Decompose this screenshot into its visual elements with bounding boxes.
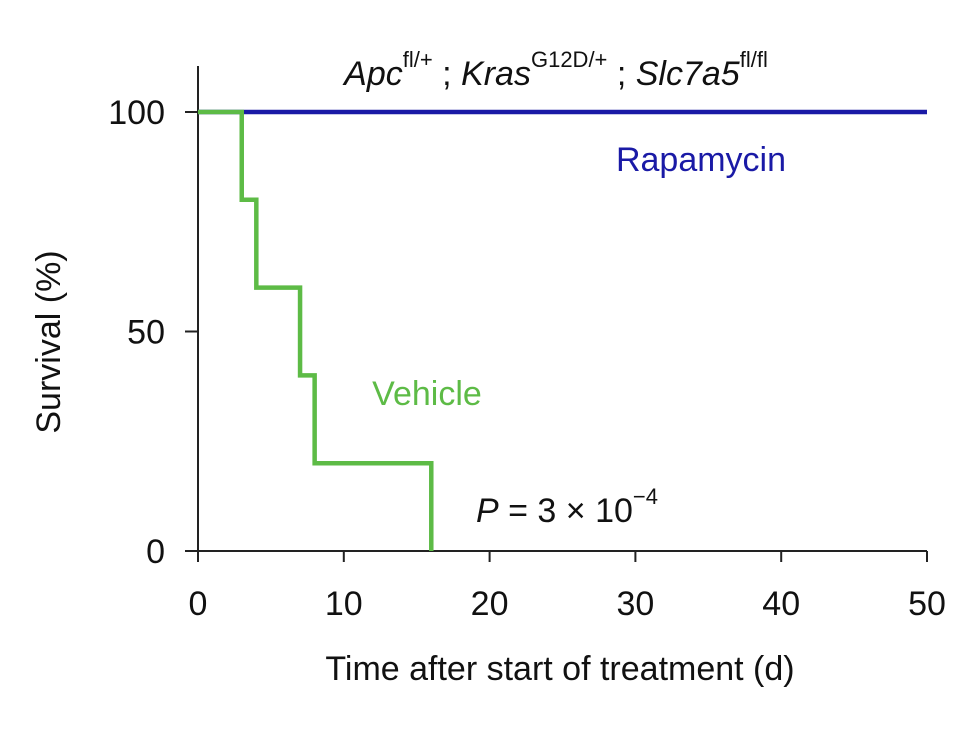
y-axis-ticks: 0 50 100 bbox=[108, 94, 198, 571]
chart-title: Apcfl/+ ; KrasG12D/+ ; Slc7a5fl/fl bbox=[342, 47, 768, 93]
x-tick-label-0: 0 bbox=[189, 585, 208, 623]
title-gene-1: Apc bbox=[342, 55, 403, 93]
p-value-symbol: P bbox=[476, 492, 499, 530]
title-sep-2: ; bbox=[607, 55, 635, 93]
x-tick-label-40: 40 bbox=[762, 585, 800, 623]
x-tick-label-30: 30 bbox=[616, 585, 654, 623]
y-tick-label-50: 50 bbox=[127, 314, 165, 352]
y-tick-label-100: 100 bbox=[108, 94, 165, 132]
series-label-rapamycin: Rapamycin bbox=[616, 141, 786, 179]
title-sep-1: ; bbox=[433, 55, 461, 93]
x-axis-ticks: 0 10 20 30 40 50 bbox=[189, 551, 946, 623]
title-gene-3-sup: fl/fl bbox=[740, 47, 768, 72]
title-gene-3: Slc7a5 bbox=[636, 55, 740, 93]
title-gene-2-sup: G12D/+ bbox=[531, 47, 607, 72]
x-axis-title: Time after start of treatment (d) bbox=[325, 650, 794, 688]
x-tick-label-50: 50 bbox=[908, 585, 946, 623]
p-value-exponent: −4 bbox=[633, 484, 658, 509]
x-tick-label-20: 20 bbox=[471, 585, 509, 623]
p-value-text: = 3 × 10 bbox=[499, 492, 633, 530]
series-line-vehicle bbox=[198, 109, 434, 551]
title-gene-2: Kras bbox=[461, 55, 531, 93]
series-layer bbox=[198, 109, 927, 551]
y-axis-title: Survival (%) bbox=[30, 250, 68, 433]
x-tick-label-10: 10 bbox=[325, 585, 363, 623]
title-gene-1-sup: fl/+ bbox=[403, 47, 433, 72]
p-value-annotation: P = 3 × 10−4 bbox=[476, 484, 658, 530]
y-tick-label-0: 0 bbox=[146, 533, 165, 571]
series-label-vehicle: Vehicle bbox=[372, 375, 482, 413]
